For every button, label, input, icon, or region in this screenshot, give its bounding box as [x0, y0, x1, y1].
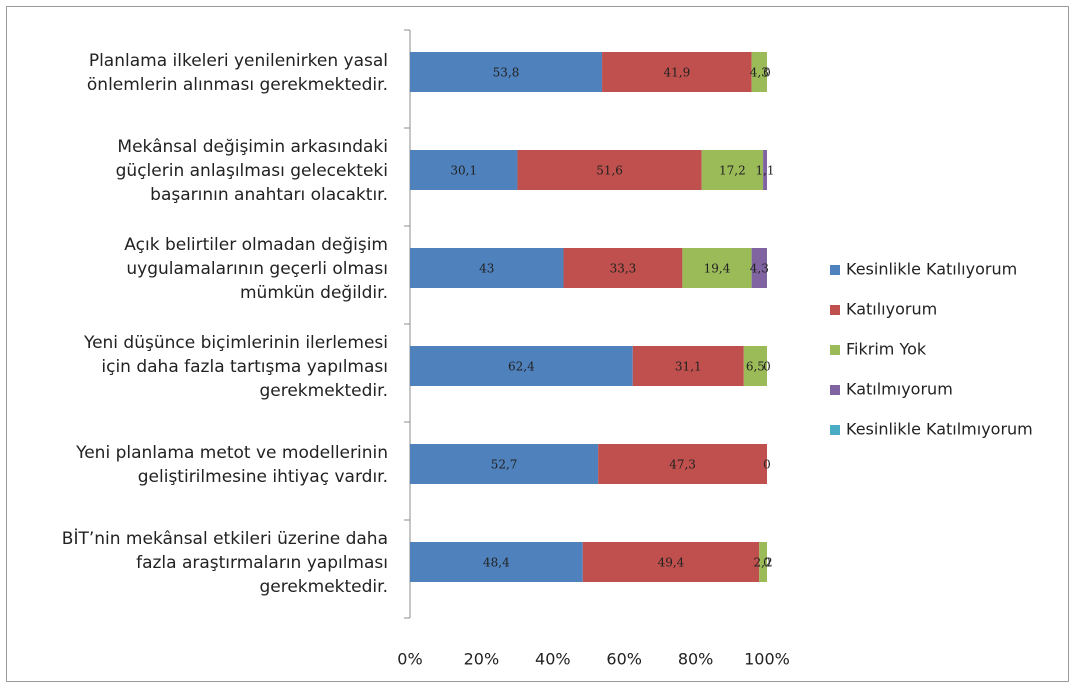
x-tick-label: 40% — [535, 650, 571, 669]
value-label: 4,3 — [750, 262, 769, 276]
value-label: 4,3 — [750, 66, 769, 80]
category-label: Açık belirtiler olmadan değişim uygulamal… — [124, 235, 388, 303]
bar-segment — [598, 444, 767, 484]
bar-segment — [632, 346, 744, 386]
bar-segment — [763, 150, 767, 190]
value-label: 0 — [763, 458, 771, 472]
value-label: 19,4 — [704, 262, 731, 276]
bar-segment — [410, 542, 583, 582]
category-label: Yeni düşünce biçimlerinin ilerlemesi için… — [83, 333, 388, 401]
x-tick-label: 60% — [606, 650, 642, 669]
bar-segment — [701, 150, 764, 190]
legend-swatch — [830, 345, 840, 355]
value-label: 0 — [763, 360, 771, 374]
value-label: 48,4 — [483, 556, 510, 570]
value-label: 17,2 — [719, 164, 746, 178]
legend-swatch — [830, 425, 840, 435]
value-label: 2,2 — [754, 556, 773, 570]
value-label: 43 — [479, 262, 494, 276]
bar-segment — [410, 248, 564, 288]
legend-label: Fikrim Yok — [846, 340, 927, 359]
bar-segment — [743, 346, 767, 386]
category-label: Mekânsal değişimin arkasındaki güçlerin a… — [116, 137, 388, 205]
bar-segment — [682, 248, 752, 288]
value-label: 49,4 — [658, 556, 685, 570]
bar-segment — [410, 444, 599, 484]
x-tick-label: 80% — [678, 650, 714, 669]
value-label: 30,1 — [450, 164, 477, 178]
bar-segment — [751, 248, 767, 288]
category-label: Yeni planlama metot ve modellerinin geliş… — [75, 443, 388, 487]
legend-label: Kesinlikle Katılmıyorum — [846, 420, 1033, 439]
legend-swatch — [830, 265, 840, 275]
value-label: 47,3 — [669, 458, 696, 472]
legend-label: Katılmıyorum — [846, 380, 953, 399]
bar-segment — [602, 52, 752, 92]
value-label: 33,3 — [610, 262, 637, 276]
value-label: 1,1 — [755, 164, 774, 178]
value-label: 51,6 — [596, 164, 623, 178]
x-tick-label: 20% — [464, 650, 500, 669]
value-label: 52,7 — [491, 458, 518, 472]
value-label: 31,1 — [675, 360, 702, 374]
x-tick-label: 0% — [397, 650, 422, 669]
category-label: BİT’nin mekânsal etkileri üzerine daha fa… — [62, 528, 388, 597]
x-tick-label: 100% — [744, 650, 790, 669]
value-label: 0 — [763, 556, 771, 570]
bar-segment — [410, 150, 518, 190]
value-label: 62,4 — [508, 360, 535, 374]
bar-segment — [582, 542, 760, 582]
value-label: 53,8 — [493, 66, 520, 80]
legend-label: Katılıyorum — [846, 300, 937, 319]
bar-segment — [563, 248, 683, 288]
bar-segment — [410, 52, 603, 92]
legend-swatch — [830, 385, 840, 395]
bar-segment — [410, 346, 633, 386]
legend-swatch — [830, 305, 840, 315]
value-label: 0 — [763, 66, 771, 80]
value-label: 41,9 — [663, 66, 690, 80]
bar-segment — [759, 542, 767, 582]
legend-label: Kesinlikle Katılıyorum — [846, 260, 1017, 279]
bar-segment — [517, 150, 702, 190]
value-label: 6,5 — [746, 360, 765, 374]
category-label: Planlama ilkeleri yenilenirken yasal önle… — [87, 51, 388, 95]
bar-segment — [751, 52, 767, 92]
